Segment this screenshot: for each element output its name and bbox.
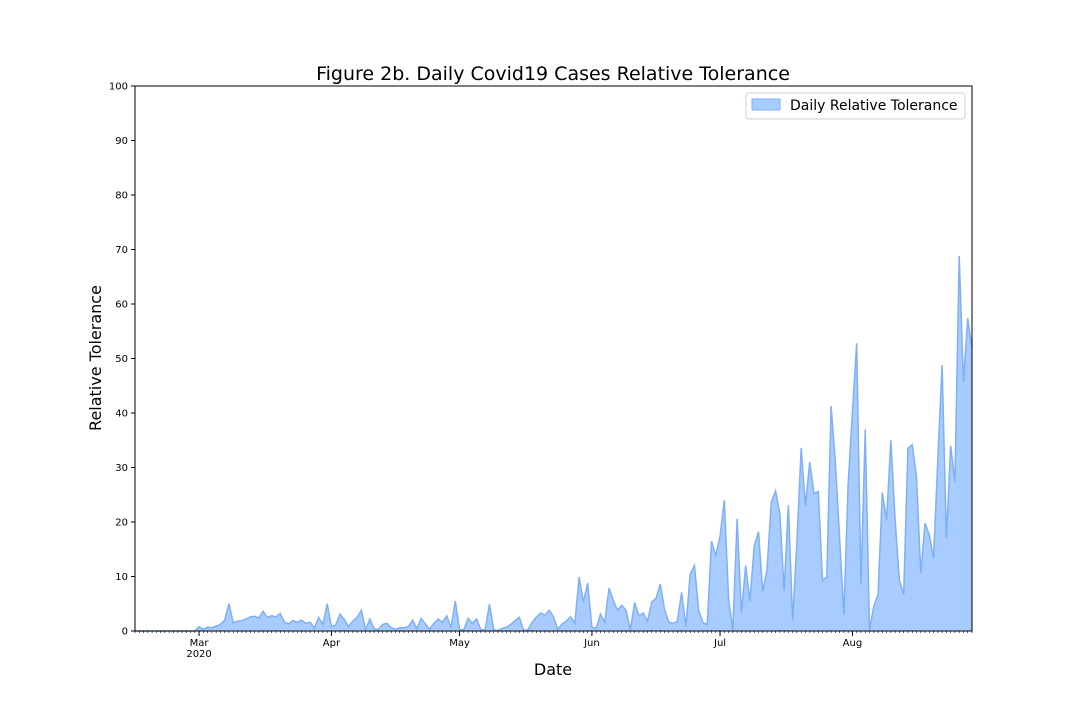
- y-tick-label: 100: [109, 82, 128, 93]
- legend-box: [745, 92, 966, 120]
- x-tick-label: Apr: [323, 638, 341, 649]
- y-tick-label: 0: [122, 627, 128, 638]
- legend-label: Daily Relative Tolerance: [790, 98, 958, 114]
- legend-swatch: [751, 98, 781, 111]
- y-tick-label: 30: [115, 463, 128, 474]
- y-tick-label: 20: [115, 518, 128, 529]
- x-tick-sublabel: 2020: [186, 649, 211, 660]
- y-tick-label: 50: [115, 354, 128, 365]
- y-tick-label: 70: [115, 245, 128, 256]
- x-tick-label: May: [449, 638, 470, 649]
- y-axis-title: Relative Tolerance: [86, 285, 105, 431]
- plot-area: [135, 256, 973, 633]
- y-tick-label: 90: [115, 136, 128, 147]
- legend: Daily Relative Tolerance: [745, 92, 966, 120]
- y-tick-label: 10: [115, 572, 128, 583]
- plot-frame: [134, 85, 973, 632]
- area-line-series-0: [135, 256, 973, 633]
- y-tick-label: 80: [115, 191, 128, 202]
- chart-title: Figure 2b. Daily Covid19 Cases Relative …: [316, 63, 790, 85]
- x-axis-title: Date: [534, 660, 572, 679]
- x-tick-label: Mar: [190, 638, 210, 649]
- x-tick-label: Jun: [583, 638, 600, 649]
- y-axis: 0 10 20 30 40 50 60 70 80 90 100: [109, 82, 135, 638]
- y-tick-label: 60: [115, 300, 128, 311]
- x-tick-label: Aug: [843, 638, 863, 649]
- y-tick-label: 40: [115, 409, 128, 420]
- area-fill-series-0: [135, 256, 972, 631]
- x-tick-label: Jul: [713, 638, 726, 649]
